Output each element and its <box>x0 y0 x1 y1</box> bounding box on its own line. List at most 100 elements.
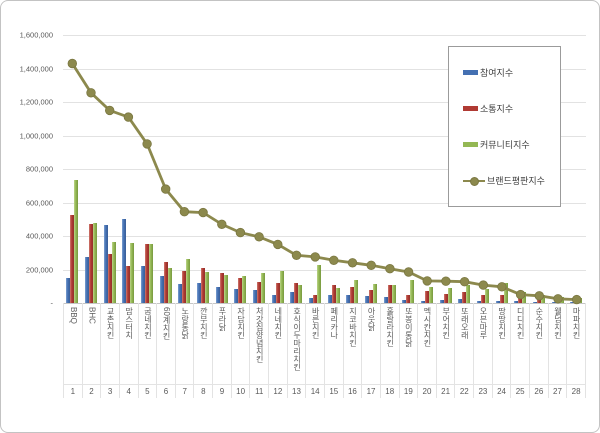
x-label: BBQ <box>68 307 78 324</box>
index-label: 24 <box>493 385 512 398</box>
x-label: 훌랄라치킨 <box>385 307 395 347</box>
index-label: 27 <box>549 385 568 398</box>
x-label: 또봉이통닭 <box>404 307 414 347</box>
bar <box>383 297 388 303</box>
line-marker <box>179 206 190 217</box>
bar <box>279 270 284 303</box>
y-tick-label: 800,000 <box>25 164 53 174</box>
x-label-cell: 웰덤치킨 <box>549 303 568 384</box>
bar-group <box>362 35 381 303</box>
x-label: 부어치킨 <box>441 307 451 339</box>
line-marker <box>441 276 451 286</box>
gridline <box>63 236 586 237</box>
line-marker <box>160 184 171 194</box>
bar <box>149 243 154 303</box>
line-series-layer <box>67 58 582 305</box>
index-label: 1 <box>64 385 83 398</box>
x-label-cell: 디디치킨 <box>511 303 531 384</box>
bar-group <box>324 35 343 303</box>
bar <box>178 284 183 303</box>
bar-group <box>231 35 250 303</box>
line-marker <box>105 105 115 116</box>
line-marker <box>572 294 582 305</box>
index-label: 23 <box>474 385 493 398</box>
x-label-cell: 순수치킨 <box>530 303 549 384</box>
y-tick-label: 1,400,000 <box>19 64 53 73</box>
x-label: 멕시칸치킨 <box>422 307 432 347</box>
bar-group <box>194 35 213 303</box>
bar <box>85 257 89 303</box>
bar-group <box>455 35 474 303</box>
bar <box>373 283 378 303</box>
legend-label: 참여지수 <box>480 68 514 79</box>
x-label: 교촌치킨 <box>106 307 116 339</box>
bar <box>145 243 150 303</box>
bar <box>354 279 359 303</box>
index-label: 19 <box>400 385 419 398</box>
bar <box>159 275 164 303</box>
bar-group <box>474 35 493 303</box>
bar <box>365 296 370 303</box>
line-marker <box>86 88 96 98</box>
y-tick-label: 1,200,000 <box>19 97 53 107</box>
bar <box>66 278 71 303</box>
bar <box>122 219 127 303</box>
x-label-cell: 교촌치킨 <box>101 303 120 384</box>
x-label-cell: 깐부치킨 <box>194 303 214 384</box>
legend-item-participation: 참여지수 <box>463 66 560 79</box>
x-label-cell: 노랑통닭 <box>176 303 195 384</box>
bar <box>346 295 351 303</box>
line-marker <box>310 252 320 262</box>
gridline <box>63 135 586 137</box>
y-tick-label: 200,000 <box>25 265 53 274</box>
bar <box>238 278 243 303</box>
bar-group <box>399 35 418 303</box>
index-label: 22 <box>455 385 475 398</box>
index-label: 17 <box>362 385 381 398</box>
y-tick-label: 1,600,000 <box>19 30 53 40</box>
legend-item-brand-index: 브랜드평판지수 <box>463 174 560 187</box>
bar <box>391 284 396 303</box>
bar <box>458 298 463 303</box>
index-label: 8 <box>194 385 214 398</box>
x-label-cell: 오븐마루 <box>474 303 493 384</box>
index-label: 18 <box>381 385 400 398</box>
line-marker <box>385 263 395 274</box>
index-label: 26 <box>530 385 549 398</box>
x-label: 굽네치킨 <box>143 307 153 339</box>
x-label-cell: 호식이두마리치킨 <box>288 303 307 384</box>
x-label-cell: 네네치킨 <box>269 303 288 384</box>
line-marker <box>67 58 78 69</box>
bar <box>317 265 322 303</box>
bar-group <box>175 35 194 303</box>
y-tick-label: 1,000,000 <box>19 131 53 140</box>
legend-label: 브랜드평판지수 <box>487 175 545 186</box>
x-label: 또래오래 <box>460 307 470 339</box>
bar <box>331 284 336 303</box>
x-label: 자담치킨 <box>236 307 246 339</box>
plot-area <box>63 35 586 305</box>
index-label: 11 <box>250 385 270 398</box>
bar <box>215 287 220 303</box>
line-marker <box>347 258 358 268</box>
bar-group <box>268 35 287 303</box>
legend-item-community: 커뮤니티지수 <box>463 138 560 151</box>
x-label: 호식이두마리치킨 <box>292 307 302 371</box>
bar <box>163 262 168 303</box>
x-label: 노랑통닭 <box>180 307 190 339</box>
index-label: 9 <box>213 385 232 398</box>
x-label: 처갓집양념치킨 <box>255 307 265 363</box>
line-marker <box>515 289 526 300</box>
bar <box>70 215 75 303</box>
x-label: 푸라닭 <box>217 307 227 331</box>
bar <box>462 292 467 303</box>
x-label-cell: 땅땅치킨 <box>493 303 512 384</box>
gridline <box>63 202 586 204</box>
legend: 참여지수 소통지수 커뮤니티지수 브랜드평판지수 <box>448 46 561 207</box>
line-marker <box>497 282 507 292</box>
index-label: 4 <box>120 385 139 398</box>
bar <box>514 301 519 303</box>
index-label: 21 <box>437 385 456 398</box>
x-label-cell: 멕시칸치킨 <box>418 303 437 384</box>
bar-group <box>306 35 325 303</box>
